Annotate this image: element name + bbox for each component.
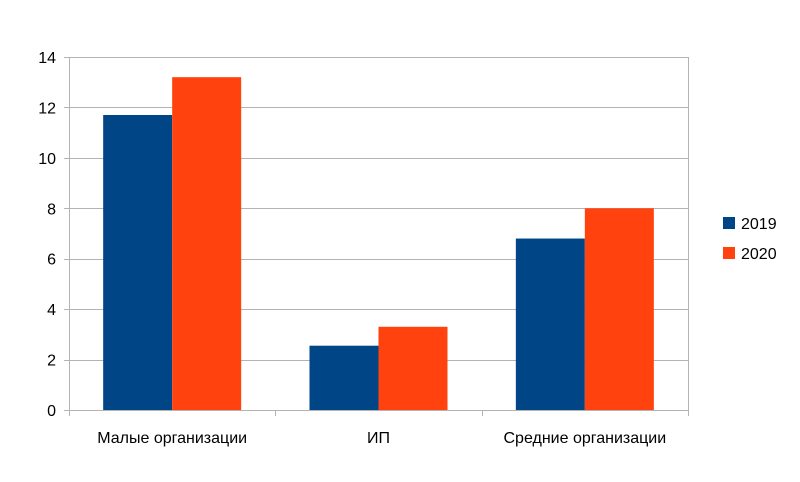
y-tick-label: 2 [47, 353, 56, 370]
legend: 2019 2020 [723, 216, 777, 263]
axes [64, 57, 689, 416]
y-tick-label: 6 [47, 252, 56, 269]
y-tick-labels: 0 2 4 6 8 10 12 14 [38, 50, 56, 420]
bar-2019-0 [103, 114, 173, 410]
legend-label-2019: 2019 [741, 216, 777, 233]
legend-swatch-2019 [723, 217, 735, 229]
y-tick-label: 14 [38, 50, 56, 67]
y-tick-label: 8 [47, 201, 56, 218]
y-tick-label: 10 [38, 151, 56, 168]
bar-2020-1 [378, 326, 448, 410]
x-category-label: ИП [367, 430, 390, 447]
y-tick-label: 12 [38, 100, 56, 117]
bars [103, 77, 654, 411]
legend-label-2020: 2020 [741, 246, 777, 263]
y-tick-label: 0 [47, 403, 56, 420]
x-category-labels: Малые организации ИП Средние организации [97, 430, 666, 447]
bar-2019-2 [515, 238, 585, 410]
bar-2020-0 [172, 77, 242, 411]
x-category-label: Средние организации [503, 430, 666, 447]
x-category-label: Малые организации [97, 430, 247, 447]
bar-2019-1 [309, 345, 379, 410]
legend-swatch-2020 [723, 247, 735, 259]
y-tick-label: 4 [47, 302, 56, 319]
bar-2020-2 [584, 208, 654, 410]
